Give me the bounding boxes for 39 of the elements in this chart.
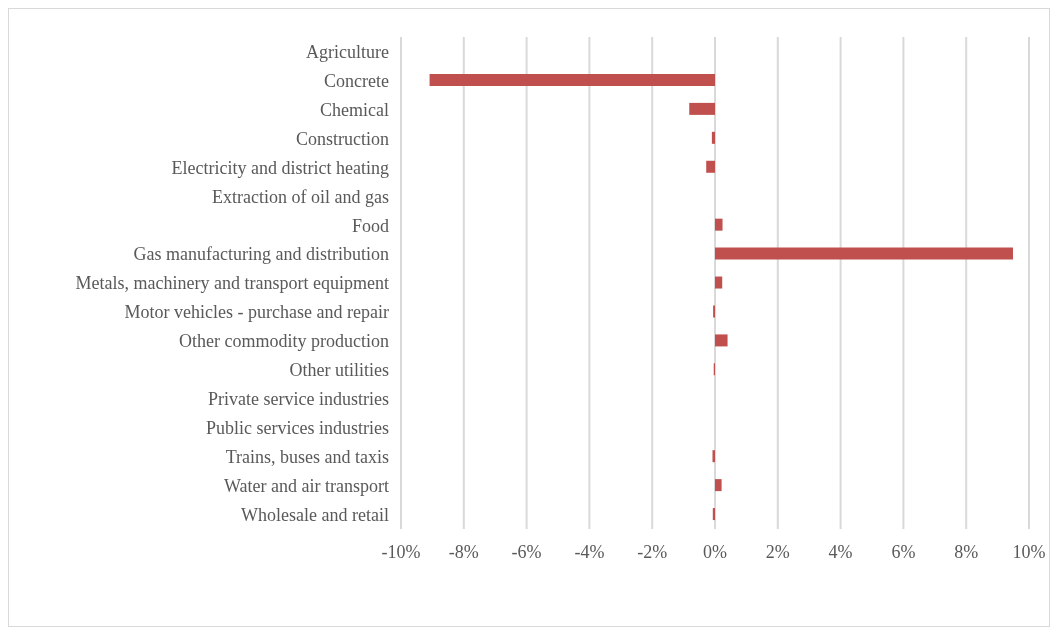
y-tick-label: Gas manufacturing and distribution xyxy=(133,244,389,265)
y-tick-label: Metals, machinery and transport equipment xyxy=(75,273,389,294)
bar xyxy=(712,508,715,521)
bar xyxy=(429,73,715,86)
y-tick-label: Construction xyxy=(296,128,389,149)
y-tick-label: Other utilities xyxy=(289,360,389,381)
y-tick-label: Water and air transport xyxy=(224,475,389,496)
bar xyxy=(711,131,715,144)
bar xyxy=(715,247,1013,260)
y-tick-label: Trains, buses and taxis xyxy=(225,447,389,468)
bar xyxy=(715,479,722,492)
x-tick-label: -8% xyxy=(448,541,479,562)
x-tick-label: 2% xyxy=(765,541,790,562)
y-tick-label: Wholesale and retail xyxy=(241,504,389,525)
x-tick-label: -10% xyxy=(381,541,421,562)
y-tick-label: Food xyxy=(351,215,389,236)
bar xyxy=(715,276,723,289)
y-tick-label: Private service industries xyxy=(208,389,389,410)
x-tick-label: 10% xyxy=(1012,541,1046,562)
y-tick-label: Public services industries xyxy=(206,418,389,439)
x-tick-label: 0% xyxy=(703,541,727,562)
x-tick-label: -2% xyxy=(637,541,668,562)
x-tick-label: 8% xyxy=(954,541,979,562)
y-tick-label: Other commodity production xyxy=(179,331,389,352)
x-tick-label: -6% xyxy=(511,541,542,562)
y-tick-label: Electricity and district heating xyxy=(171,157,389,178)
bar xyxy=(715,218,723,231)
y-tick-label: Chemical xyxy=(320,99,389,120)
x-tick-label: 6% xyxy=(891,541,916,562)
x-tick-label: 4% xyxy=(828,541,853,562)
y-tick-label: Extraction of oil and gas xyxy=(212,186,389,207)
bar xyxy=(712,450,715,463)
y-tick-label: Agriculture xyxy=(306,41,390,62)
x-tick-label: -4% xyxy=(574,541,605,562)
y-tick-label: Motor vehicles - purchase and repair xyxy=(124,302,389,323)
y-tick-label: Concrete xyxy=(324,70,390,91)
bar xyxy=(715,334,728,347)
bar xyxy=(689,102,715,115)
bar xyxy=(706,160,715,173)
